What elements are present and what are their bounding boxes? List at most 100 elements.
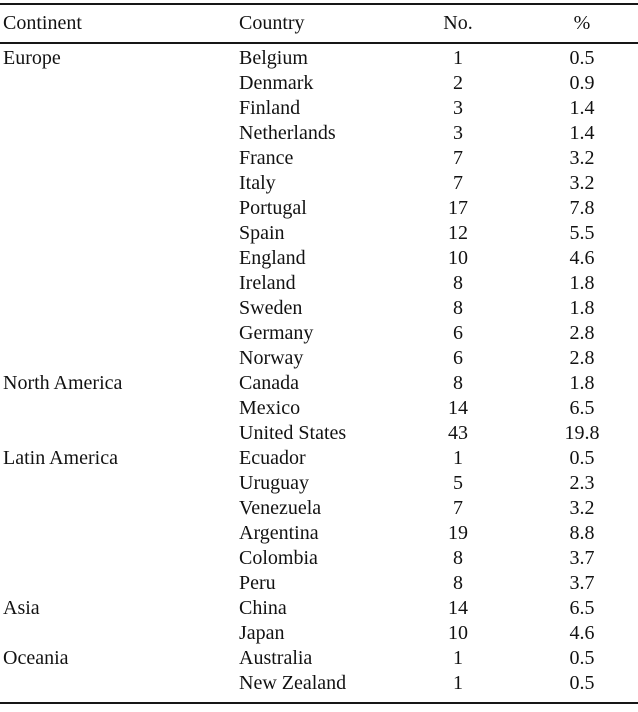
cell-no: 3 [453,122,463,144]
table-row: France 7 3.2 [0,146,638,171]
cell-no: 8 [453,372,463,394]
cell-country: Portugal [239,197,307,219]
cell-no: 10 [448,622,468,644]
cell-country: Germany [239,322,314,344]
table-row: Japan 10 4.6 [0,621,638,646]
cell-no: 8 [453,272,463,294]
table-row: United States 43 19.8 [0,421,638,446]
cell-country: Italy [239,172,276,194]
cell-no: 14 [448,397,468,419]
cell-percent: 1.4 [569,97,595,119]
cell-country: Sweden [239,297,303,319]
table-row: Europe Belgium 1 0.5 [0,46,638,71]
cell-no: 8 [453,547,463,569]
cell-continent: Latin America [3,447,118,469]
cell-percent: 4.6 [569,622,595,644]
cell-percent: 2.8 [569,322,595,344]
top-rule [0,3,638,5]
table-row: Asia China 14 6.5 [0,596,638,621]
cell-country: France [239,147,294,169]
table-row: England 10 4.6 [0,246,638,271]
cell-no: 1 [453,47,463,69]
table-row: Netherlands 3 1.4 [0,121,638,146]
cell-percent: 3.2 [569,147,595,169]
table-header-row: Continent Country No. % [0,5,638,42]
cell-no: 6 [453,347,463,369]
header-rule [0,42,638,44]
cell-no: 1 [453,672,463,694]
table-row: Finland 3 1.4 [0,96,638,121]
column-header-country: Country [239,12,305,34]
cell-country: Netherlands [239,122,336,144]
cell-percent: 3.2 [569,172,595,194]
table-body: Europe Belgium 1 0.5 Denmark 2 0.9 Finla… [0,44,638,696]
table-row: Portugal 17 7.8 [0,196,638,221]
cell-percent: 2.8 [569,347,595,369]
cell-no: 12 [448,222,468,244]
cell-country: Norway [239,347,304,369]
column-header-percent: % [573,12,591,34]
cell-percent: 0.5 [569,647,595,669]
cell-continent: North America [3,372,123,394]
cell-percent: 1.8 [569,372,595,394]
table-row: Colombia 8 3.7 [0,546,638,571]
table-row: New Zealand 1 0.5 [0,671,638,696]
table-row: North America Canada 8 1.8 [0,371,638,396]
cell-country: Finland [239,97,301,119]
cell-country: Ecuador [239,447,306,469]
table-row: Italy 7 3.2 [0,171,638,196]
table-row: Denmark 2 0.9 [0,71,638,96]
table-row: Venezuela 7 3.2 [0,496,638,521]
cell-no: 3 [453,97,463,119]
cell-no: 2 [453,72,463,94]
table-row: Latin America Ecuador 1 0.5 [0,446,638,471]
cell-percent: 0.5 [569,447,595,469]
cell-no: 19 [448,522,468,544]
cell-country: England [239,247,306,269]
cell-no: 14 [448,597,468,619]
cell-country: New Zealand [239,672,347,694]
cell-no: 8 [453,572,463,594]
cell-no: 7 [453,497,463,519]
cell-country: Australia [239,647,313,669]
cell-no: 5 [453,472,463,494]
cell-continent: Europe [3,47,61,69]
table-row: Uruguay 5 2.3 [0,471,638,496]
cell-no: 10 [448,247,468,269]
table-row: Spain 12 5.5 [0,221,638,246]
cell-country: Mexico [239,397,301,419]
cell-country: Venezuela [239,497,322,519]
cell-percent: 1.8 [569,272,595,294]
cell-percent: 7.8 [569,197,595,219]
cell-percent: 0.5 [569,47,595,69]
cell-percent: 4.6 [569,247,595,269]
cell-percent: 2.3 [569,472,595,494]
cell-percent: 0.9 [569,72,595,94]
cell-no: 1 [453,647,463,669]
table-row: Mexico 14 6.5 [0,396,638,421]
cell-country: Peru [239,572,276,594]
cell-percent: 0.5 [569,672,595,694]
cell-percent: 3.7 [569,572,595,594]
cell-percent: 1.8 [569,297,595,319]
cell-percent: 8.8 [569,522,595,544]
table-row: Norway 6 2.8 [0,346,638,371]
table-row: Oceania Australia 1 0.5 [0,646,638,671]
cell-no: 7 [453,147,463,169]
cell-percent: 19.8 [564,422,600,444]
cell-percent: 6.5 [569,397,595,419]
cell-no: 6 [453,322,463,344]
cell-no: 1 [453,447,463,469]
cell-no: 43 [448,422,468,444]
cell-percent: 3.2 [569,497,595,519]
cell-no: 17 [448,197,468,219]
table-row: Ireland 8 1.8 [0,271,638,296]
cell-country: Argentina [239,522,319,544]
cell-country: Uruguay [239,472,309,494]
table-row: Sweden 8 1.8 [0,296,638,321]
cell-no: 7 [453,172,463,194]
cell-country: Denmark [239,72,314,94]
table-row: Peru 8 3.7 [0,571,638,596]
cell-country: Colombia [239,547,318,569]
